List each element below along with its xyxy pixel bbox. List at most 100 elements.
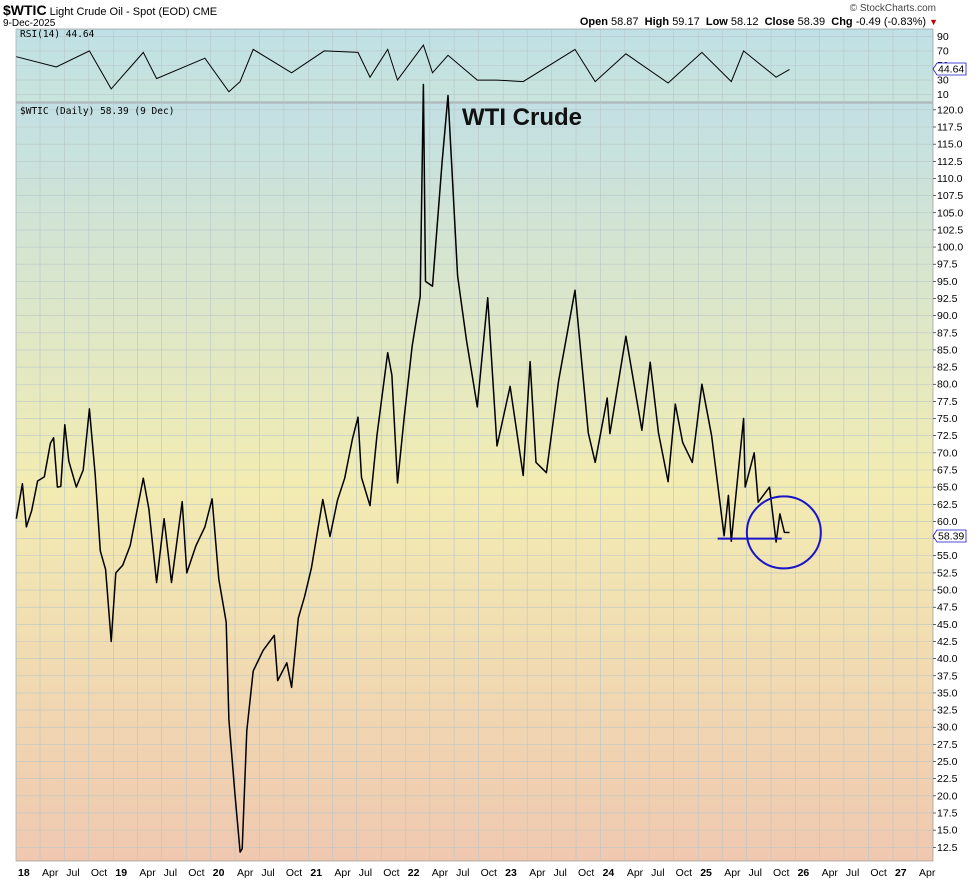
open-value: 58.87: [611, 16, 639, 28]
high-value: 59.17: [672, 16, 700, 28]
y-tick-label: 87.5: [937, 327, 958, 339]
rsi-tick-label: 30: [937, 75, 949, 87]
y-tick-label: 25.0: [937, 756, 958, 768]
x-tick-label: Jul: [261, 867, 274, 879]
y-tick-label: 12.5: [937, 842, 958, 854]
y-tick-label: 17.5: [937, 807, 958, 819]
x-tick-label: Oct: [91, 867, 107, 879]
y-tick-label: 37.5: [937, 670, 958, 682]
rsi-tick-label: 10: [937, 89, 949, 101]
price-line: [15, 83, 790, 853]
x-tick-label: Oct: [870, 867, 886, 879]
rsi-line: [16, 44, 790, 93]
x-tick-label: 25: [700, 867, 712, 879]
x-tick-label: 22: [408, 867, 420, 879]
y-tick-label: 62.5: [937, 499, 958, 511]
x-tick-label: Apr: [724, 867, 741, 879]
y-tick-label: 92.5: [937, 293, 958, 305]
focus-circle: [745, 495, 822, 570]
x-tick-label: Jul: [359, 867, 372, 879]
chg-label: Chg: [831, 16, 853, 28]
chart-header: $WTIC Light Crude Oil - Spot (EOD) CME: [3, 2, 217, 18]
y-tick-label: 100.0: [937, 242, 963, 254]
down-arrow-icon: ▼: [929, 17, 938, 27]
y-tick-label: 47.5: [937, 602, 958, 614]
rsi-badge-text: 44.64: [938, 64, 964, 76]
y-tick-label: 77.5: [937, 396, 958, 408]
close-value: 58.39: [797, 16, 826, 28]
price-value-badge: 58.39: [932, 529, 967, 543]
y-tick-label: 75.0: [937, 413, 958, 425]
x-tick-label: Oct: [773, 867, 789, 879]
x-tick-label: Jul: [66, 867, 79, 879]
x-tick-label: Apr: [42, 867, 59, 879]
price-grid: [15, 103, 933, 861]
y-tick-label: 30.0: [937, 722, 958, 734]
y-tick-label: 45.0: [937, 619, 958, 631]
chart-annotation-title: WTI Crude: [462, 104, 582, 131]
brand-link[interactable]: © StockCharts.com: [849, 3, 936, 14]
x-tick-label: Jul: [651, 867, 664, 879]
x-tick-label: Apr: [529, 867, 546, 879]
x-tick-label: Oct: [286, 867, 302, 879]
time-axis: 18 Apr Jul Oct 19 Apr Jul Oct 20 Apr Jul Oct 21 Apr Ju…: [18, 867, 936, 879]
high-label: High: [644, 16, 670, 28]
x-tick-label: Oct: [578, 867, 594, 879]
symbol: $WTIC: [3, 2, 47, 18]
y-tick-label: 67.5: [937, 464, 958, 476]
y-tick-label: 40.0: [937, 653, 958, 665]
x-tick-label: Jul: [749, 867, 762, 879]
y-tick-label: 72.5: [937, 430, 958, 442]
y-tick-label: 65.0: [937, 482, 958, 494]
y-tick-label: 90.0: [937, 310, 958, 322]
chg-value: -0.49 (-0.83%): [855, 16, 927, 28]
low-value: 58.12: [730, 16, 759, 28]
x-tick-label: Oct: [383, 867, 399, 879]
y-tick-label: 105.0: [937, 207, 963, 219]
price-axis: 12.5 15.0 17.5 20.0 22.5 25.0 27.5 30.0 32.5 35.0…: [933, 104, 963, 854]
x-tick-label: Jul: [456, 867, 469, 879]
x-tick-label: Oct: [676, 867, 692, 879]
x-tick-label: Oct: [188, 867, 204, 879]
x-tick-label: Apr: [822, 867, 839, 879]
x-tick-label: 19: [115, 867, 127, 879]
rsi-value-badge: 44.64: [932, 62, 967, 76]
y-tick-label: 107.5: [937, 190, 963, 202]
description: Light Crude Oil - Spot (EOD): [49, 6, 190, 18]
x-tick-label: 27: [895, 867, 907, 879]
rsi-tick-label: 90: [937, 31, 949, 43]
y-tick-label: 85.0: [937, 344, 958, 356]
rsi-tick-label: 70: [937, 45, 949, 57]
rsi-grid: [15, 29, 933, 102]
y-tick-label: 112.5: [937, 156, 963, 168]
y-tick-label: 27.5: [937, 739, 958, 751]
y-tick-label: 55.0: [937, 550, 958, 562]
x-tick-label: 21: [310, 867, 322, 879]
y-tick-label: 20.0: [937, 790, 958, 802]
open-label: Open: [579, 16, 608, 28]
y-tick-label: 22.5: [937, 773, 958, 785]
y-tick-label: 42.5: [937, 636, 958, 648]
chart-date: 9-Dec-2025: [3, 18, 56, 29]
y-tick-label: 110.0: [937, 173, 963, 185]
y-tick-label: 120.0: [937, 104, 963, 116]
x-tick-label: Jul: [553, 867, 566, 879]
price-legend: $WTIC (Daily) 58.39 (9 Dec): [20, 106, 174, 117]
y-tick-label: 117.5: [937, 122, 963, 134]
y-tick-label: 50.0: [937, 585, 958, 597]
x-tick-label: Apr: [334, 867, 351, 879]
x-tick-label: 18: [18, 867, 30, 879]
y-tick-label: 35.0: [937, 687, 958, 699]
y-tick-label: 102.5: [937, 224, 963, 236]
x-tick-label: Apr: [139, 867, 156, 879]
y-tick-label: 82.5: [937, 362, 958, 374]
y-tick-label: 15.0: [937, 825, 958, 837]
x-tick-label: Oct: [481, 867, 497, 879]
x-tick-label: 23: [505, 867, 517, 879]
x-tick-label: Apr: [627, 867, 644, 879]
y-tick-label: 97.5: [937, 259, 958, 271]
x-tick-label: 20: [213, 867, 225, 879]
low-label: Low: [705, 16, 728, 28]
y-tick-label: 32.5: [937, 705, 958, 717]
